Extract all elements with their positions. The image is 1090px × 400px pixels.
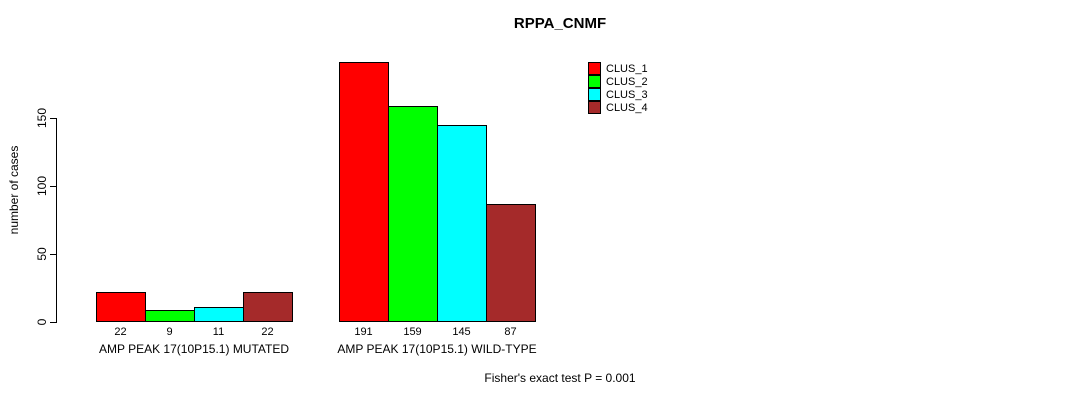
bar-clus_3-group2 (437, 125, 487, 322)
x-category-label: AMP PEAK 17(10P15.1) WILD-TYPE (337, 342, 537, 356)
legend-label: CLUS_3 (606, 88, 648, 101)
chart-title: RPPA_CNMF (513, 15, 607, 32)
y-tick-mark (50, 322, 56, 323)
legend-row: CLUS_4 (588, 101, 648, 114)
x-category-label: AMP PEAK 17(10P15.1) MUTATED (98, 342, 290, 356)
legend-label: CLUS_2 (606, 75, 648, 88)
legend-swatch-icon (588, 101, 601, 114)
y-tick-mark (50, 118, 56, 119)
bar-clus_2-group2 (388, 106, 438, 322)
bar-value-label: 22 (261, 326, 274, 338)
legend-swatch-icon (588, 88, 601, 101)
legend-label: CLUS_4 (606, 101, 648, 114)
bar-clus_2-group1 (145, 310, 195, 322)
bar-clus_3-group1 (194, 307, 244, 322)
y-tick-label: 0 (35, 318, 49, 326)
y-axis (56, 118, 57, 323)
bar-value-label: 87 (504, 326, 517, 338)
y-tick-label: 50 (35, 247, 49, 261)
y-tick-mark (50, 186, 56, 187)
legend: CLUS_1 CLUS_2 CLUS_3 CLUS_4 (588, 62, 648, 114)
bar-clus_1-group2 (339, 62, 389, 322)
y-axis-label: number of cases (7, 145, 21, 235)
legend-swatch-icon (588, 75, 601, 88)
bar-clus_4-group2 (486, 204, 536, 322)
bar-clus_1-group1 (96, 292, 146, 322)
bar-value-label: 11 (212, 326, 225, 338)
bar-value-label: 9 (166, 326, 173, 338)
legend-label: CLUS_1 (606, 62, 648, 75)
y-tick-label: 100 (35, 175, 49, 197)
legend-row: CLUS_1 (588, 62, 648, 75)
bar-value-label: 159 (403, 326, 422, 338)
bar-value-label: 191 (354, 326, 373, 338)
bar-value-label: 145 (452, 326, 471, 338)
legend-swatch-icon (588, 62, 601, 75)
legend-row: CLUS_3 (588, 88, 648, 101)
bar-clus_4-group1 (243, 292, 293, 322)
fisher-test-annotation: Fisher's exact test P = 0.001 (484, 371, 636, 385)
legend-row: CLUS_2 (588, 75, 648, 88)
y-tick-label: 150 (35, 107, 49, 129)
y-tick-mark (50, 254, 56, 255)
bar-value-label: 22 (114, 326, 127, 338)
